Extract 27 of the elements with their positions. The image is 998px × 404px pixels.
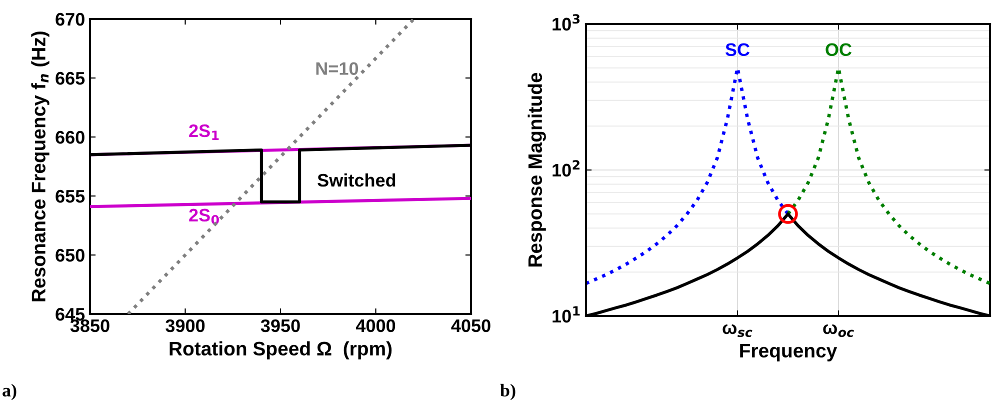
y-tick-label: 665 xyxy=(56,72,85,85)
y-tick-label: 670 xyxy=(56,12,84,26)
y-axis-title: Resonance Frequency f$_{n}$ (Hz) xyxy=(31,32,50,302)
y-axis-title: Response Magnitude xyxy=(528,72,546,266)
y-tick-label: 10$^{3}$ xyxy=(552,14,580,31)
x-tick-label: 3900 xyxy=(166,319,205,332)
series-label: SC xyxy=(725,43,750,56)
x-tick-label: 3950 xyxy=(260,319,300,332)
x-tick-label: ω$_{sc}$ xyxy=(722,324,752,338)
x-tick-label: 4000 xyxy=(356,319,396,332)
y-tick-label: 10$^{1}$ xyxy=(552,306,580,323)
series-label: Switched xyxy=(318,173,396,187)
y-tick-label: 655 xyxy=(56,190,85,203)
y-tick-label: 660 xyxy=(56,130,84,144)
x-tick-label: 3850 xyxy=(70,319,110,332)
series-label: 2S$_{1}$ xyxy=(189,124,219,140)
text: a) xyxy=(2,384,16,400)
x-tick-label: ω$_{oc}$ xyxy=(823,324,854,338)
text: b) xyxy=(500,384,516,400)
y-tick-label: 650 xyxy=(56,248,84,262)
x-axis-title: Rotation Speed Ω (rpm) xyxy=(170,341,392,360)
x-axis-title: Frequency xyxy=(740,344,838,362)
y-tick-label: 10$^{2}$ xyxy=(552,160,580,177)
series-label: N=10 xyxy=(316,62,358,75)
y-tick-label: 645 xyxy=(56,308,85,321)
x-tick-label: 4050 xyxy=(451,319,490,332)
series-label: OC xyxy=(826,43,852,56)
